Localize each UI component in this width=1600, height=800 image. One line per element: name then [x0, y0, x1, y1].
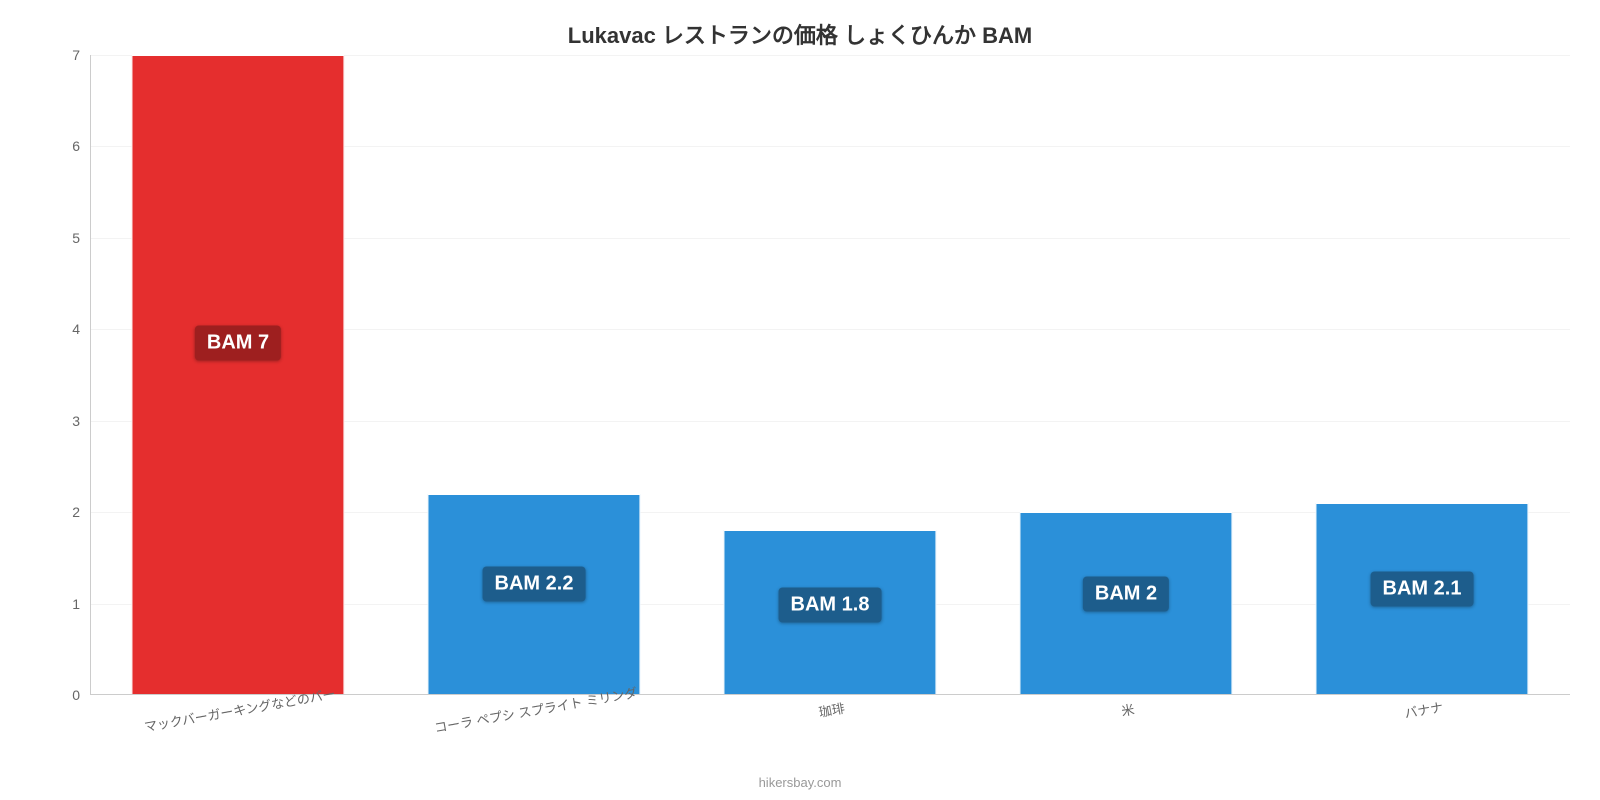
y-tick-label: 4: [72, 321, 90, 337]
value-badge: BAM 2.1: [1371, 572, 1474, 607]
y-axis-line: [90, 55, 91, 695]
x-axis-category-label: 珈琲: [817, 698, 846, 721]
attribution-text: hikersbay.com: [759, 775, 842, 790]
value-badge: BAM 7: [195, 326, 281, 361]
bar: [131, 55, 344, 695]
chart-title: Lukavac レストランの価格 しょくひんか BAM: [0, 0, 1600, 50]
bar-slot: BAM 2: [978, 55, 1274, 695]
y-tick-label: 7: [72, 47, 90, 63]
value-badge: BAM 2.2: [483, 567, 586, 602]
y-tick-label: 0: [72, 687, 90, 703]
x-axis-category-label: 米: [1120, 699, 1136, 720]
chart-plot-area: 01234567 BAM 7BAM 2.2BAM 1.8BAM 2BAM 2.1: [90, 55, 1570, 695]
bar-slot: BAM 1.8: [682, 55, 978, 695]
value-badge: BAM 2: [1083, 577, 1169, 612]
bars-container: BAM 7 BAM 2.2 BAM 1.8 BAM 2 BAM 2.1: [90, 55, 1570, 695]
y-tick-label: 6: [72, 138, 90, 154]
x-axis-category-label: バナナ: [1403, 697, 1445, 722]
y-tick-label: 2: [72, 504, 90, 520]
bar-slot: BAM 7: [90, 55, 386, 695]
y-tick-label: 1: [72, 596, 90, 612]
y-tick-label: 3: [72, 413, 90, 429]
value-badge: BAM 1.8: [779, 587, 882, 622]
y-tick-label: 5: [72, 230, 90, 246]
bar-slot: BAM 2.1: [1274, 55, 1570, 695]
bar-slot: BAM 2.2: [386, 55, 682, 695]
